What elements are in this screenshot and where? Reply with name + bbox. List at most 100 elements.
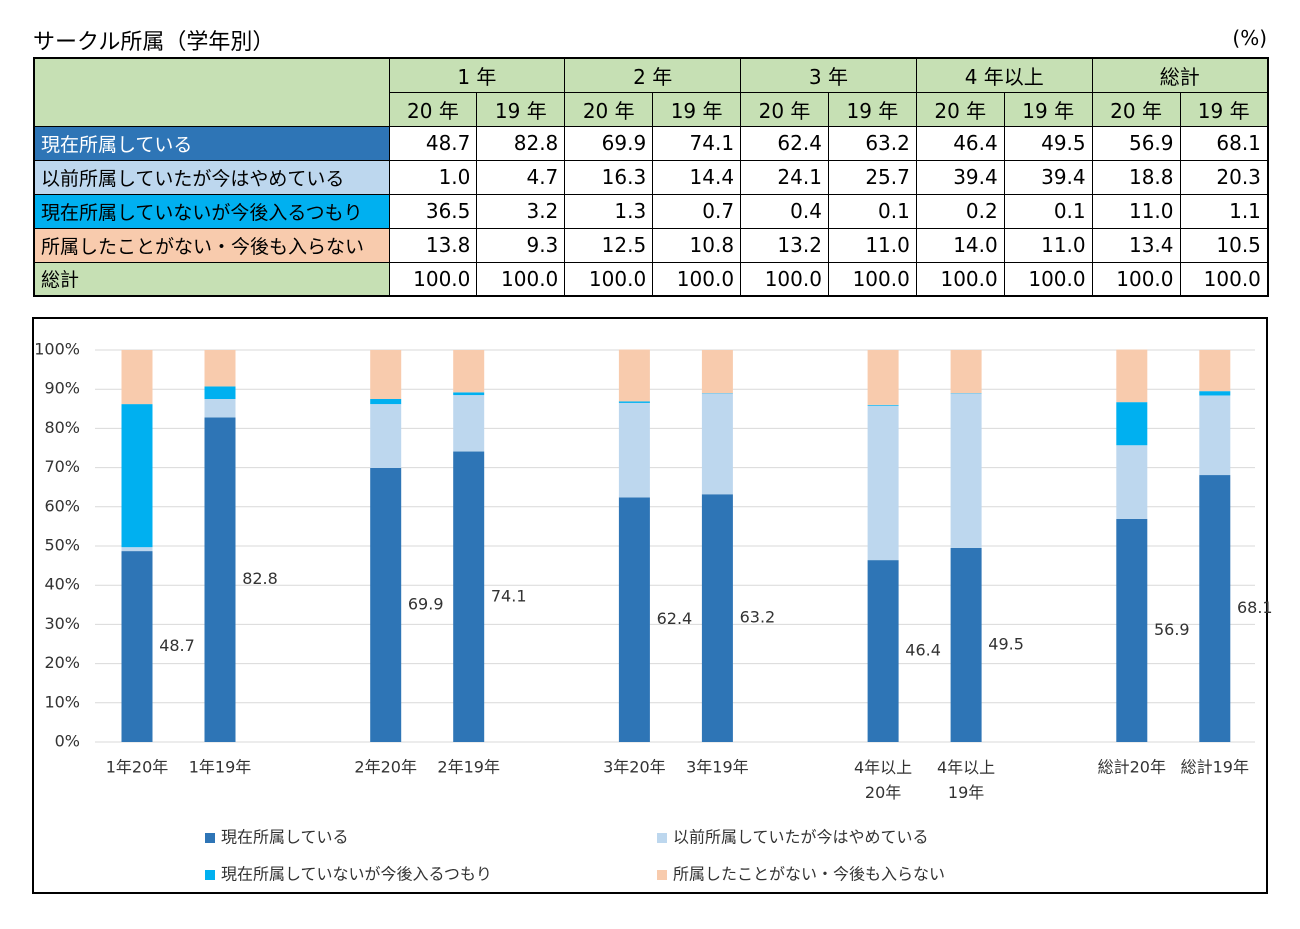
bar-segment	[701, 393, 733, 495]
data-row: 所属したことがない・今後も入らない 13.8 9.3 12.5 10.8 13.2 11.0…	[33, 227, 1269, 263]
group-header: 4 年以上	[915, 57, 1093, 93]
sub-header: 20 年	[388, 91, 478, 127]
bar-segment	[1116, 402, 1148, 446]
y-tick-label: 60%	[44, 496, 80, 515]
cell: 14.4	[652, 159, 742, 195]
cell: 0.2	[915, 193, 1005, 229]
x-tick-label: 4年以上 19年	[937, 758, 995, 802]
cell: 24.1	[740, 159, 829, 195]
bar-segment	[204, 350, 236, 387]
data-row: 現在所属していないが今後入るつもり 36.5 3.2 1.3 0.7 0.4 0.1 0.2 0…	[33, 193, 1269, 229]
legend-label: 以前所属していたが今はやめている	[673, 828, 929, 847]
bar-segment	[950, 547, 982, 742]
y-tick-label: 10%	[44, 692, 80, 711]
sub-header: 19 年	[1179, 91, 1269, 127]
bar-segment	[618, 401, 650, 403]
sub-header: 20 年	[915, 91, 1005, 127]
y-tick-label: 50%	[44, 536, 80, 555]
sub-header: 20 年	[740, 91, 829, 127]
cell: 0.4	[740, 193, 829, 229]
legend-swatch	[205, 833, 215, 843]
bar-segment	[204, 399, 236, 418]
bar-segment	[121, 547, 153, 552]
cell: 1.1	[1179, 193, 1269, 229]
cell: 13.4	[1091, 227, 1181, 263]
group-header: 3 年	[740, 57, 917, 93]
bar-segment	[204, 417, 236, 742]
bar-segment	[121, 350, 153, 405]
x-tick-label: 2年20年	[354, 758, 417, 777]
cell: 16.3	[564, 159, 654, 195]
data-label: 63.2	[740, 608, 776, 627]
data-label: 69.9	[408, 594, 444, 613]
bar-segment	[370, 467, 402, 742]
bar-segment	[121, 404, 153, 548]
bar-segment	[453, 350, 485, 393]
y-tick-label: 70%	[44, 457, 80, 476]
x-tick-label: 1年19年	[189, 758, 252, 777]
y-tick-label: 40%	[44, 575, 80, 594]
bar-segment	[370, 404, 402, 468]
cell: 48.7	[388, 125, 478, 161]
group-header: 2 年	[564, 57, 742, 93]
bar-segment	[867, 405, 899, 561]
cell: 39.4	[915, 159, 1005, 195]
bar-segment	[1116, 445, 1148, 519]
cell: 0.1	[827, 193, 917, 229]
bar-segment	[867, 404, 899, 406]
cell: 10.8	[652, 227, 742, 263]
cell: 100.0	[915, 261, 1005, 297]
cell: 18.8	[1091, 159, 1181, 195]
x-tick-label: 2年19年	[437, 758, 500, 777]
group-header: 総計	[1091, 57, 1269, 93]
legend-swatch	[657, 833, 667, 843]
corner-cell	[33, 57, 390, 127]
bar-segment	[1116, 518, 1148, 742]
x-tick-label: 3年20年	[603, 758, 666, 777]
data-label: 74.1	[491, 586, 527, 605]
data-label: 62.4	[657, 609, 693, 628]
sub-header: 19 年	[827, 91, 917, 127]
cell: 0.7	[652, 193, 742, 229]
cell: 11.0	[827, 227, 917, 263]
data-label: 49.5	[988, 634, 1024, 653]
cell: 69.9	[564, 125, 654, 161]
data-row: 総計 100.0 100.0 100.0 100.0 100.0 100.0 100.0 100…	[33, 261, 1269, 297]
cell: 100.0	[740, 261, 829, 297]
y-tick-label: 100%	[34, 340, 80, 359]
bar-segment	[370, 399, 402, 405]
page-title: サークル所属（学年別）	[33, 30, 275, 55]
data-row: 以前所属していたが今はやめている 1.0 4.7 16.3 14.4 24.1 25.7 39…	[33, 159, 1269, 195]
bar-segment	[867, 560, 899, 742]
bar-segment	[1199, 350, 1231, 392]
bar-segment	[453, 451, 485, 742]
data-row: 現在所属している 48.7 82.8 69.9 74.1 62.4 63.2 46.4 49.5…	[33, 125, 1269, 161]
bar-segment	[950, 393, 982, 548]
bar-segment	[701, 350, 733, 394]
legend-swatch	[657, 870, 667, 880]
row-label: 総計	[33, 261, 390, 297]
legend-label: 現在所属している	[221, 828, 349, 847]
cell: 11.0	[1003, 227, 1093, 263]
cell: 39.4	[1003, 159, 1093, 195]
cell: 100.0	[652, 261, 742, 297]
bar-segment	[370, 350, 402, 399]
bar-segment	[618, 497, 650, 742]
y-tick-label: 90%	[44, 379, 80, 398]
cell: 74.1	[652, 125, 742, 161]
cell: 13.8	[388, 227, 478, 263]
legend-label: 現在所属していないが今後入るつもり	[221, 865, 492, 884]
bar-segment	[204, 386, 236, 399]
legend-label: 所属したことがない・今後も入らない	[673, 865, 945, 884]
cell: 100.0	[388, 261, 478, 297]
bar-segment	[1116, 349, 1148, 403]
bar-segment	[618, 402, 650, 498]
cell: 82.8	[476, 125, 566, 161]
x-tick-label: 総計20年	[1098, 758, 1166, 777]
cell: 63.2	[827, 125, 917, 161]
cell: 100.0	[1003, 261, 1093, 297]
cell: 3.2	[476, 193, 566, 229]
